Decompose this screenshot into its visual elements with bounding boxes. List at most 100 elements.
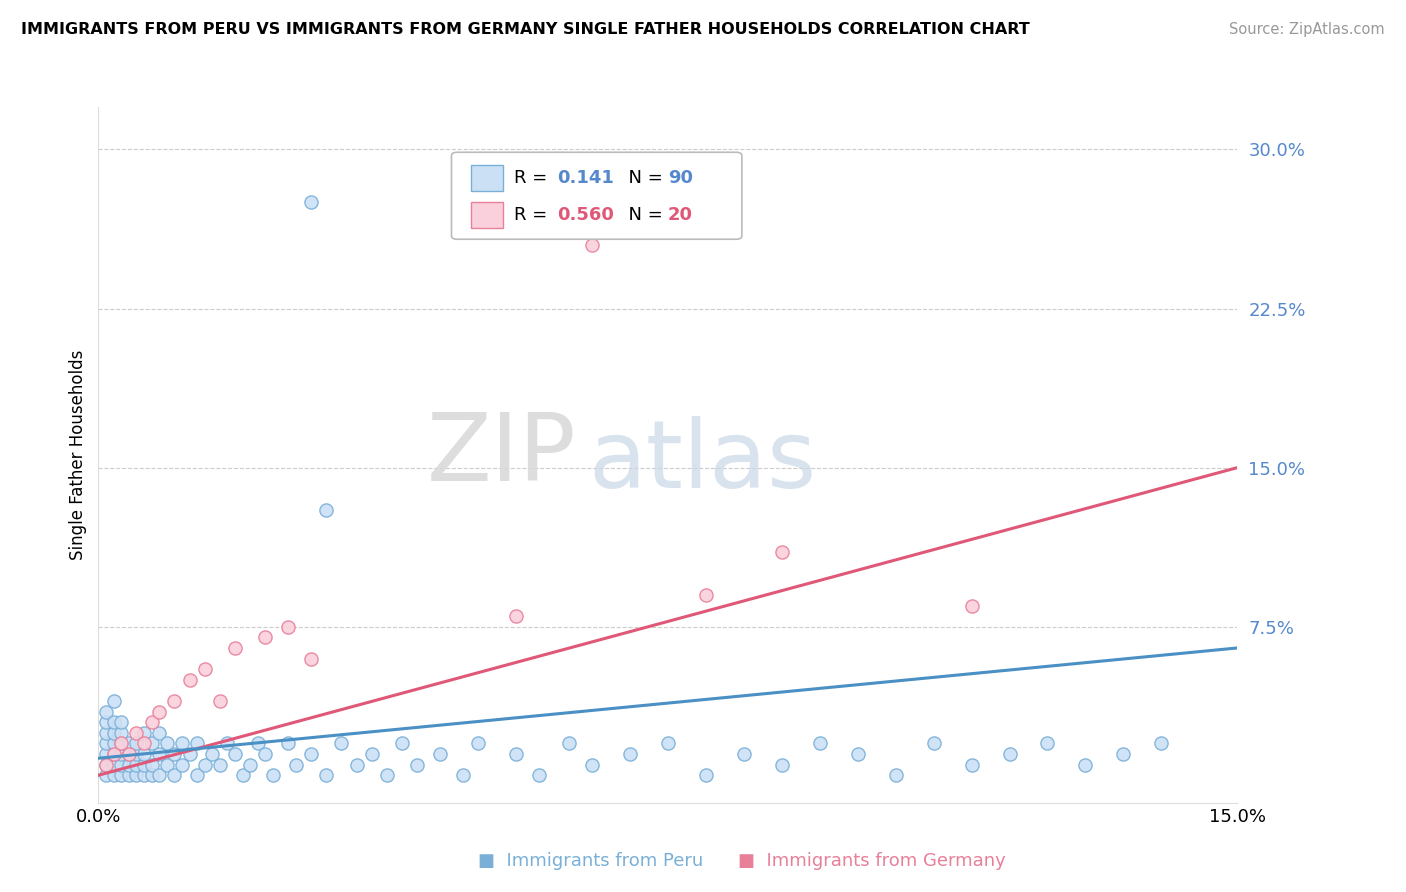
Point [156, 757, 179, 772]
Point [103, 757, 125, 772]
Point [132, 726, 155, 740]
Point [277, 736, 299, 750]
Point [884, 768, 907, 782]
Point [186, 768, 208, 782]
Text: 20: 20 [668, 206, 693, 224]
Point [299, 195, 322, 210]
Point [846, 747, 869, 761]
Point [141, 768, 163, 782]
Point [125, 768, 148, 782]
Point [110, 736, 132, 750]
Point [1074, 757, 1097, 772]
Point [118, 747, 141, 761]
Point [141, 715, 163, 730]
Point [103, 694, 125, 708]
Point [695, 768, 717, 782]
Point [194, 662, 217, 676]
Point [125, 757, 148, 772]
Point [277, 620, 299, 634]
Point [299, 651, 322, 665]
Point [254, 747, 277, 761]
Point [1150, 736, 1173, 750]
Point [960, 599, 983, 613]
Point [163, 768, 186, 782]
Point [217, 736, 239, 750]
Point [132, 747, 155, 761]
Point [141, 757, 163, 772]
Text: N =: N = [617, 206, 668, 224]
Point [505, 609, 527, 624]
Point [429, 747, 451, 761]
Point [132, 757, 155, 772]
Point [1036, 736, 1059, 750]
Point [125, 747, 148, 761]
Point [1112, 747, 1135, 761]
Text: R =: R = [515, 206, 553, 224]
Point [284, 757, 307, 772]
Point [110, 757, 132, 772]
Point [163, 694, 186, 708]
Point [451, 768, 474, 782]
Point [110, 715, 132, 730]
Text: atlas: atlas [588, 416, 817, 508]
Point [208, 757, 231, 772]
Point [103, 736, 125, 750]
Text: 0.560: 0.560 [557, 206, 614, 224]
Point [94, 715, 117, 730]
Point [770, 757, 793, 772]
Point [299, 747, 322, 761]
Point [103, 726, 125, 740]
Point [148, 768, 170, 782]
Point [125, 736, 148, 750]
Point [132, 736, 155, 750]
Point [733, 747, 755, 761]
Text: 90: 90 [668, 169, 693, 187]
Point [406, 757, 429, 772]
Point [505, 747, 527, 761]
Point [94, 747, 117, 761]
Point [922, 736, 945, 750]
Point [232, 768, 254, 782]
Text: ■  Immigrants from Peru: ■ Immigrants from Peru [478, 852, 703, 870]
Text: ZIP: ZIP [427, 409, 576, 501]
Point [254, 631, 277, 645]
Point [224, 640, 246, 655]
Point [619, 747, 641, 761]
Point [94, 736, 117, 750]
Point [657, 736, 679, 750]
Point [201, 747, 224, 761]
Point [156, 736, 179, 750]
Point [695, 588, 717, 602]
Point [581, 238, 603, 252]
Text: Source: ZipAtlas.com: Source: ZipAtlas.com [1229, 22, 1385, 37]
Point [375, 768, 398, 782]
Point [118, 768, 141, 782]
FancyBboxPatch shape [471, 165, 503, 191]
Point [246, 736, 269, 750]
Text: R =: R = [515, 169, 553, 187]
Point [118, 736, 141, 750]
Point [148, 705, 170, 719]
Point [103, 768, 125, 782]
Point [194, 757, 217, 772]
Point [141, 736, 163, 750]
Point [330, 736, 353, 750]
Point [103, 747, 125, 761]
Point [110, 768, 132, 782]
Point [179, 747, 201, 761]
Point [94, 757, 117, 772]
Point [94, 705, 117, 719]
Point [262, 768, 284, 782]
Text: IMMIGRANTS FROM PERU VS IMMIGRANTS FROM GERMANY SINGLE FATHER HOUSEHOLDS CORRELA: IMMIGRANTS FROM PERU VS IMMIGRANTS FROM … [21, 22, 1029, 37]
Point [239, 757, 262, 772]
Point [315, 503, 337, 517]
Point [118, 747, 141, 761]
Text: ■  Immigrants from Germany: ■ Immigrants from Germany [738, 852, 1005, 870]
Point [94, 757, 117, 772]
Point [94, 768, 117, 782]
Point [163, 747, 186, 761]
Y-axis label: Single Father Households: Single Father Households [69, 350, 87, 560]
Point [103, 715, 125, 730]
Point [170, 757, 193, 772]
Point [103, 747, 125, 761]
